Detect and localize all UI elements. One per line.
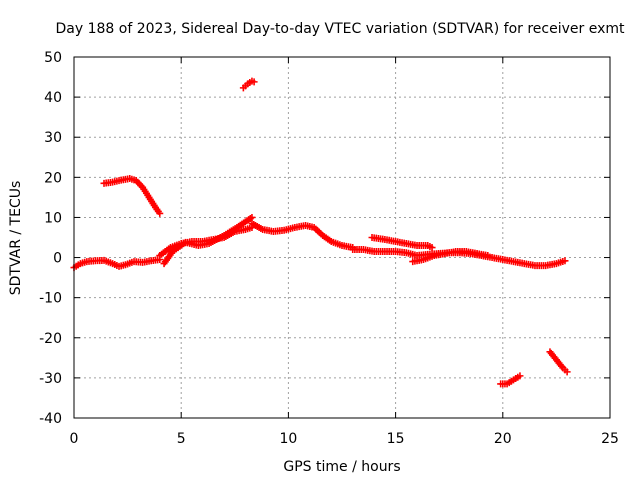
plot-frame [73,56,611,419]
data-point [250,78,258,86]
y-tick-label: 10 [44,210,62,226]
data-point [484,252,492,260]
data-point [563,368,571,376]
series-arc-low-1 [160,213,256,268]
y-tick-label: -10 [39,291,62,307]
data-point [156,209,164,217]
series-arc-bottom-2 [546,348,571,376]
chart-title: Day 188 of 2023, Sidereal Day-to-day VTE… [56,21,626,37]
series-arc-high-morning [100,175,164,217]
y-tick-label: 40 [44,90,62,106]
grid [74,57,610,418]
data-point [428,244,436,252]
data-markers [70,77,571,388]
series-arc-main-early [70,256,164,272]
data-point [561,257,569,265]
x-tick-label: 10 [279,431,297,447]
y-tick-label: 20 [44,170,62,186]
x-tick-label: 20 [494,431,512,447]
x-tick-label: 15 [387,431,405,447]
y-axis-label: SDTVAR / TECUs [8,181,24,296]
x-tick-label: 5 [177,431,186,447]
y-tick-label: -40 [39,411,62,427]
y-tick-label: 50 [44,50,62,66]
x-tick-label: 0 [70,431,79,447]
data-point [248,213,256,221]
series-arc-top [239,77,258,92]
axis-ticks: 0 5 10 15 20 25 -40 -30 -20 -10 0 10 20 30 40 50 [39,50,619,447]
series-arc-bottom-1 [497,372,524,388]
y-tick-label: -20 [39,331,62,347]
y-tick-label: 30 [44,130,62,146]
series-arc-afternoon-upper [368,234,436,252]
data-point [516,372,524,380]
x-tick-label: 25 [601,431,619,447]
x-axis-label: GPS time / hours [283,459,400,475]
y-tick-label: 0 [53,251,62,267]
series-arc-late-morning [248,219,357,252]
y-tick-label: -30 [39,371,62,387]
series-arc-afternoon-lower [409,248,492,266]
